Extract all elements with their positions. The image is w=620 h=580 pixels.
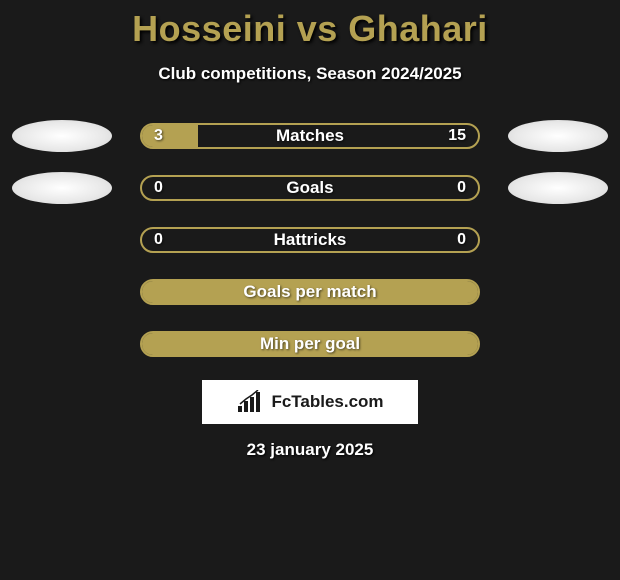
- stat-value-left: 3: [154, 127, 163, 145]
- chart-icon: [236, 390, 264, 414]
- stat-value-right: 15: [448, 127, 466, 145]
- stat-fill-left: [142, 125, 198, 147]
- team-badge-right: [508, 120, 608, 152]
- stat-value-left: 0: [154, 231, 163, 249]
- badge-placeholder: [12, 276, 112, 308]
- stat-row: Goals per match: [0, 276, 620, 308]
- stats-wrapper: 3 Matches 15 0 Goals 0 0 Hattricks 0 Goals per ma…: [0, 120, 620, 360]
- stat-label: Goals: [286, 178, 333, 198]
- badge-placeholder: [508, 224, 608, 256]
- stat-label: Goals per match: [243, 282, 376, 302]
- stat-row: 3 Matches 15: [0, 120, 620, 152]
- team-badge-left: [12, 172, 112, 204]
- stat-bar: Goals per match: [140, 279, 480, 305]
- stat-row: Min per goal: [0, 328, 620, 360]
- badge-placeholder: [508, 328, 608, 360]
- stat-bar: 3 Matches 15: [140, 123, 480, 149]
- logo-text: FcTables.com: [271, 392, 383, 412]
- stat-bar: Min per goal: [140, 331, 480, 357]
- stat-label: Matches: [276, 126, 344, 146]
- stat-bar: 0 Goals 0: [140, 175, 480, 201]
- team-badge-left: [12, 120, 112, 152]
- page-title: Hosseini vs Ghahari: [0, 8, 620, 50]
- stat-value-right: 0: [457, 231, 466, 249]
- team-badge-right: [508, 172, 608, 204]
- comparison-container: Hosseini vs Ghahari Club competitions, S…: [0, 0, 620, 460]
- badge-placeholder: [12, 224, 112, 256]
- stat-row: 0 Goals 0: [0, 172, 620, 204]
- stat-row: 0 Hattricks 0: [0, 224, 620, 256]
- badge-placeholder: [12, 328, 112, 360]
- badge-placeholder: [508, 276, 608, 308]
- stat-bar: 0 Hattricks 0: [140, 227, 480, 253]
- stat-value-left: 0: [154, 179, 163, 197]
- logo-box: FcTables.com: [202, 380, 418, 424]
- stat-label: Hattricks: [274, 230, 347, 250]
- page-subtitle: Club competitions, Season 2024/2025: [0, 64, 620, 84]
- stat-label: Min per goal: [260, 334, 360, 354]
- stat-value-right: 0: [457, 179, 466, 197]
- date-label: 23 january 2025: [0, 440, 620, 460]
